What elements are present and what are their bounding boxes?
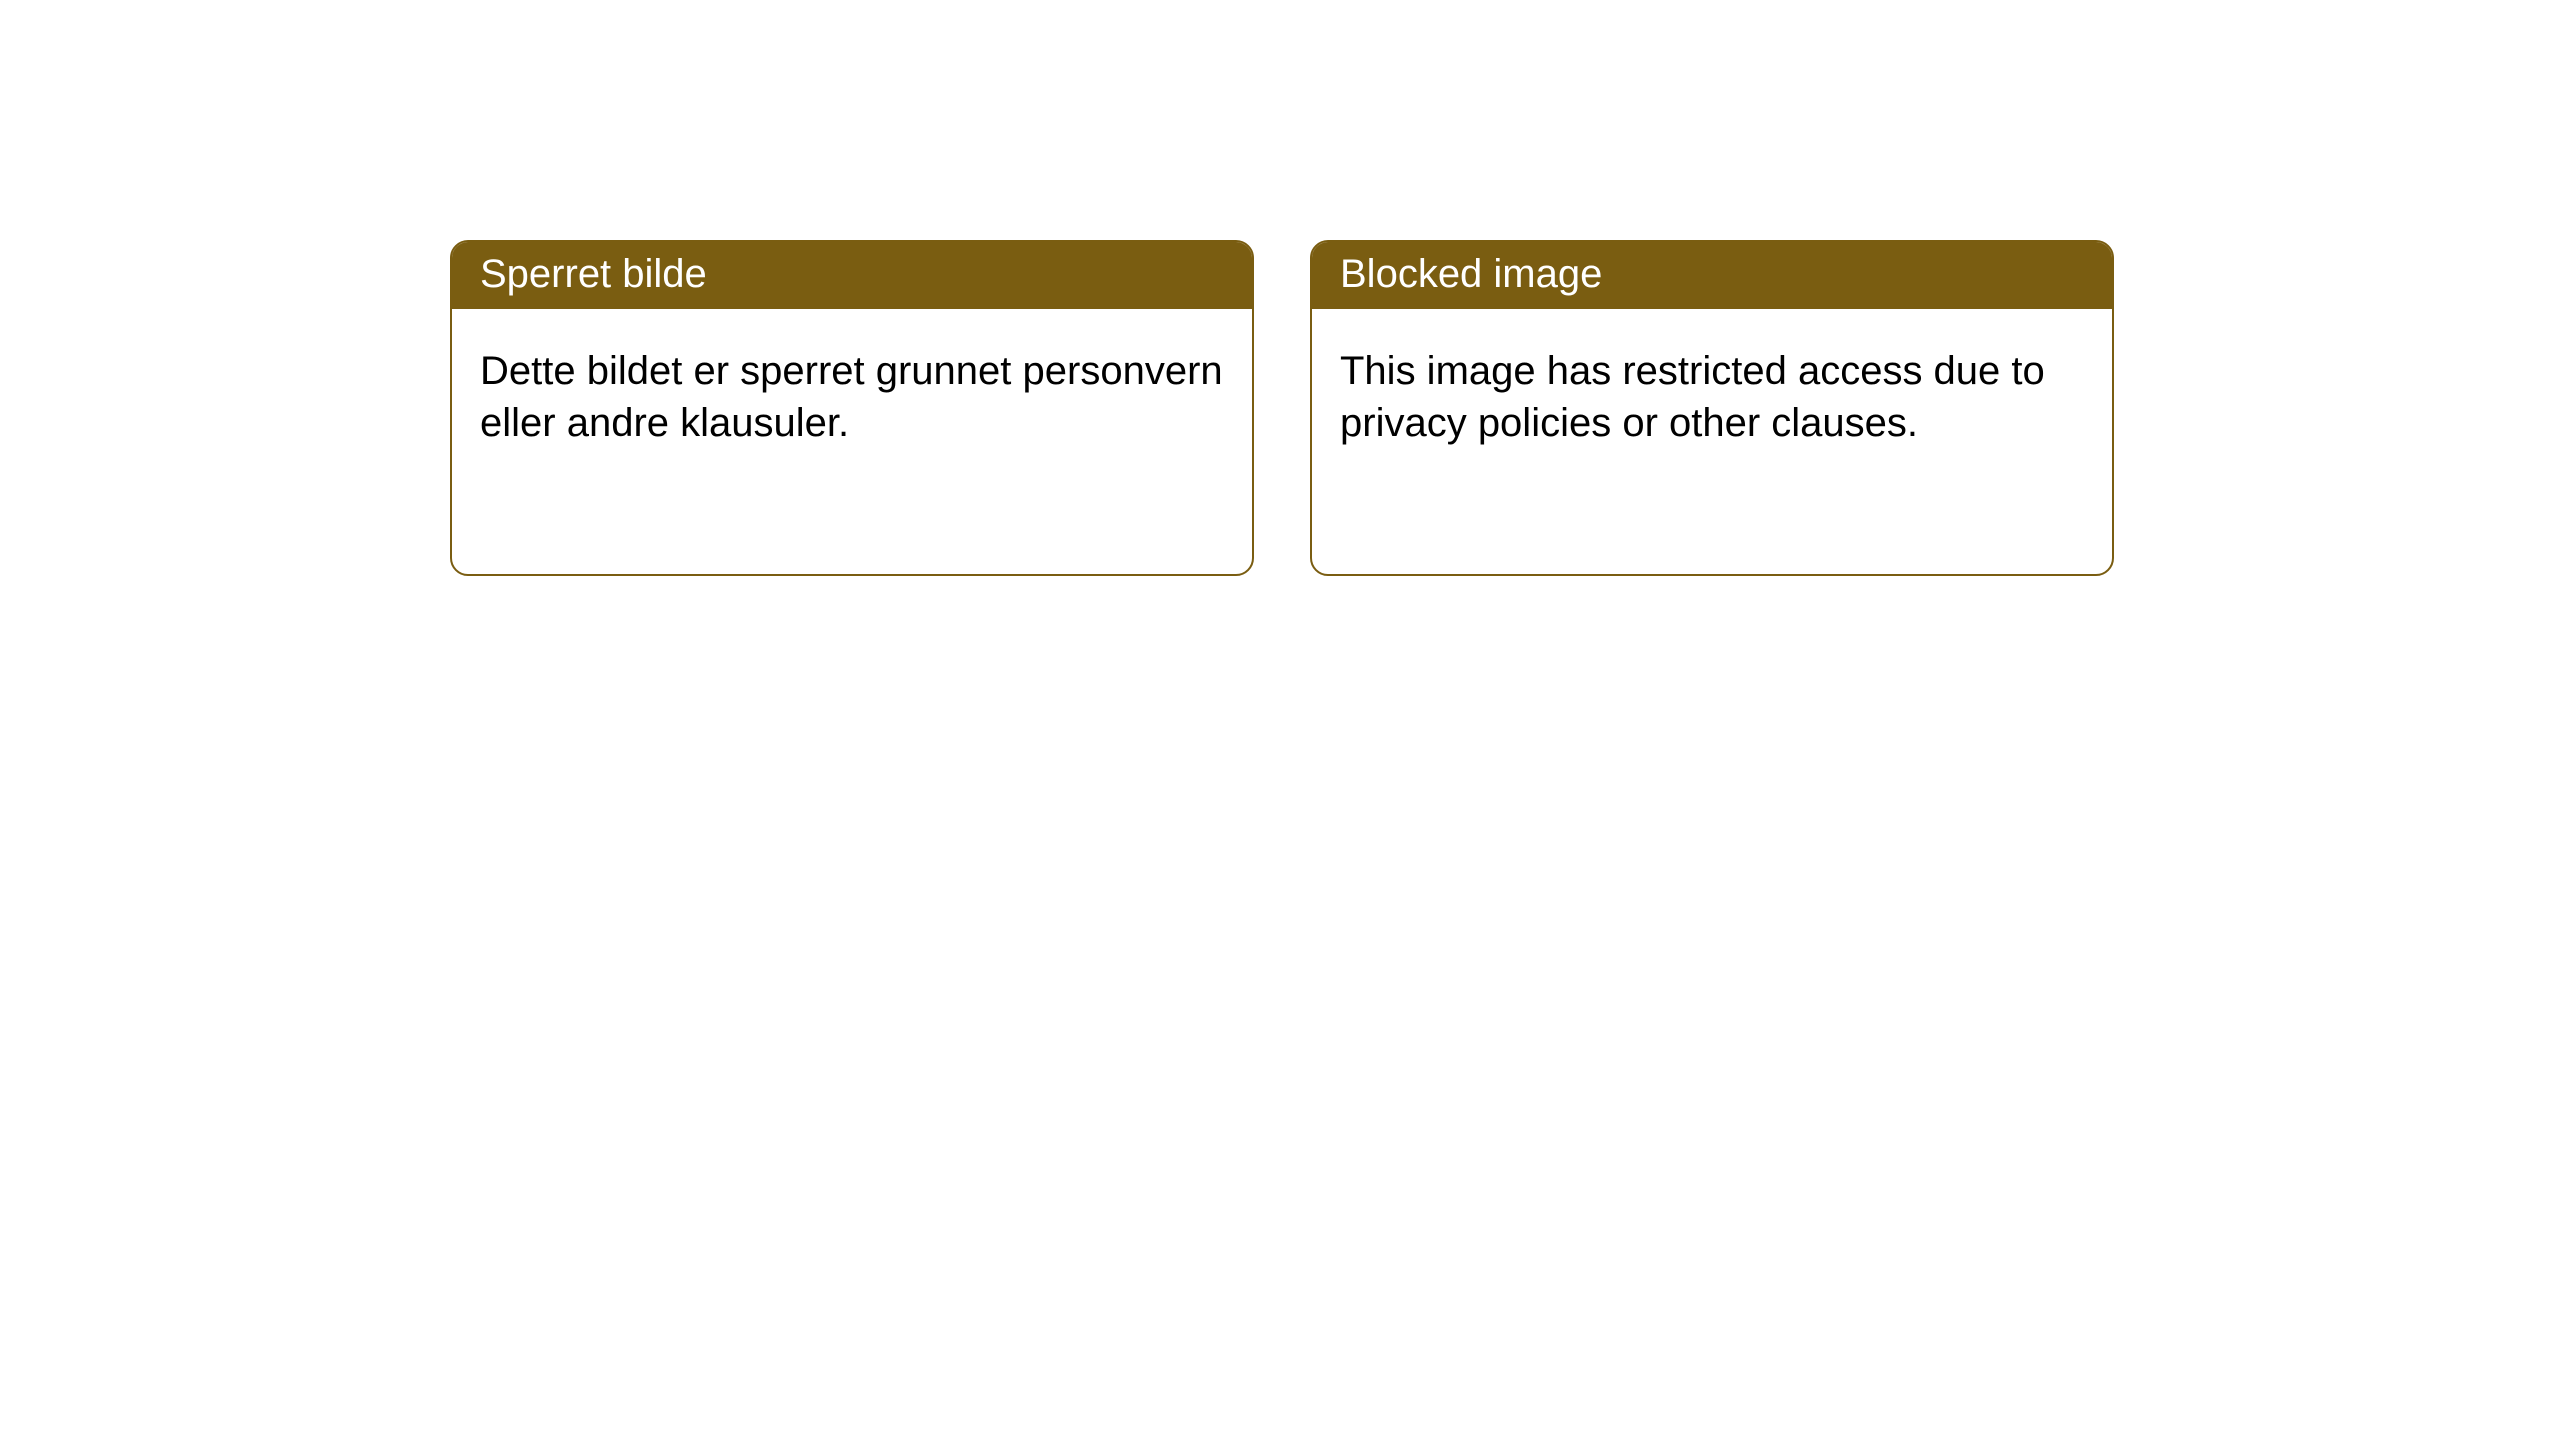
card-body: This image has restricted access due to … bbox=[1312, 309, 2112, 485]
card-header: Sperret bilde bbox=[452, 242, 1252, 309]
notice-card-english: Blocked image This image has restricted … bbox=[1310, 240, 2114, 576]
card-body: Dette bildet er sperret grunnet personve… bbox=[452, 309, 1252, 485]
card-header: Blocked image bbox=[1312, 242, 2112, 309]
notice-card-norwegian: Sperret bilde Dette bildet er sperret gr… bbox=[450, 240, 1254, 576]
blocked-image-notice-container: Sperret bilde Dette bildet er sperret gr… bbox=[450, 240, 2114, 576]
